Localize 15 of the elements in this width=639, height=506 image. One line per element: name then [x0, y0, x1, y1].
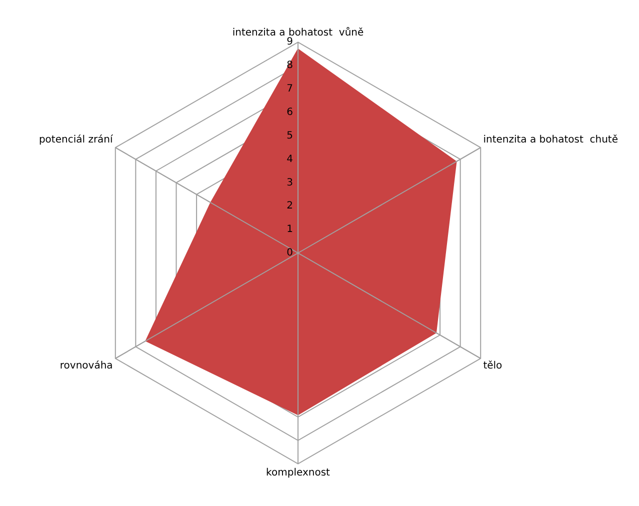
y-tick-label: 2: [286, 200, 293, 212]
y-tick-label: 3: [286, 177, 293, 188]
spoke-label: rovnováha: [60, 360, 113, 372]
spoke-label: potenciál zrání: [38, 134, 114, 146]
y-tick-label: 5: [286, 130, 293, 142]
y-tick-label: 1: [286, 224, 293, 236]
y-tick-label: 0: [286, 248, 293, 259]
spoke-label: intenzita a bohatost chutě: [483, 134, 618, 146]
y-tick-label: 4: [286, 154, 293, 165]
y-tick-label: 8: [286, 60, 293, 72]
spoke-label: komplexnost: [266, 467, 330, 478]
spoke-label: tělo: [483, 360, 502, 372]
y-tick-label: 7: [286, 84, 293, 95]
y-tick-label: 9: [286, 36, 293, 48]
y-tick-label: 6: [286, 107, 293, 118]
